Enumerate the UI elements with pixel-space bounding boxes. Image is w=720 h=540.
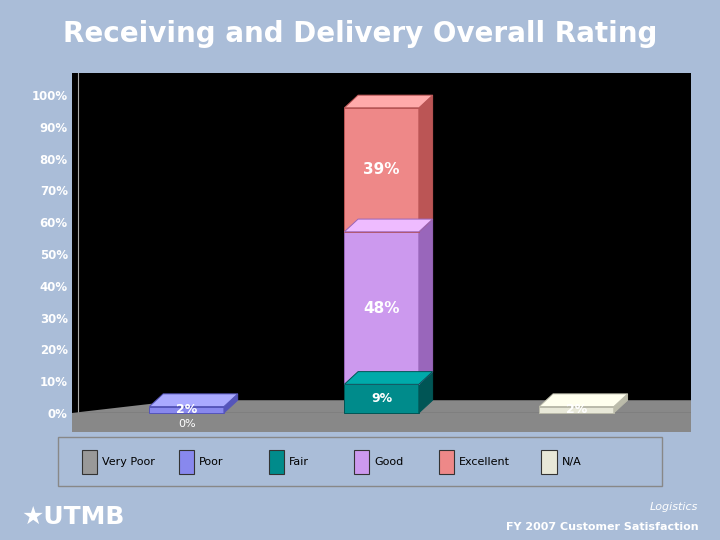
Bar	[72, 413, 691, 432]
Text: 48%: 48%	[364, 301, 400, 315]
Text: Very Poor: Very Poor	[102, 457, 155, 467]
Text: 2%: 2%	[566, 403, 587, 416]
Text: 2%: 2%	[176, 403, 197, 416]
Bar	[150, 407, 224, 413]
Text: Receiving and Delivery Overall Rating: Receiving and Delivery Overall Rating	[63, 20, 657, 48]
Polygon shape	[344, 372, 433, 384]
Bar	[344, 108, 419, 232]
Text: ★UTMB: ★UTMB	[22, 505, 125, 529]
Polygon shape	[224, 394, 238, 413]
Bar	[344, 232, 419, 384]
Bar	[269, 449, 284, 474]
Text: Poor: Poor	[199, 457, 223, 467]
Polygon shape	[419, 219, 433, 384]
Polygon shape	[150, 394, 238, 407]
Text: 39%: 39%	[364, 163, 400, 177]
Bar	[539, 407, 613, 413]
Text: Excellent: Excellent	[459, 457, 510, 467]
Text: Logistics: Logistics	[650, 502, 698, 512]
Polygon shape	[344, 219, 433, 232]
Polygon shape	[344, 95, 433, 108]
Bar	[179, 449, 194, 474]
Bar	[354, 449, 369, 474]
Text: 9%: 9%	[371, 392, 392, 405]
Polygon shape	[419, 372, 433, 413]
Polygon shape	[539, 394, 628, 407]
Text: Good: Good	[374, 457, 403, 467]
Bar	[541, 449, 557, 474]
Polygon shape	[419, 95, 433, 232]
Bar	[344, 384, 419, 413]
Text: 0%: 0%	[178, 419, 195, 429]
Polygon shape	[613, 394, 628, 413]
Text: Fair: Fair	[289, 457, 309, 467]
Text: N/A: N/A	[562, 457, 581, 467]
Polygon shape	[72, 400, 720, 413]
Bar	[438, 449, 454, 474]
Bar	[82, 449, 97, 474]
Text: FY 2007 Customer Satisfaction: FY 2007 Customer Satisfaction	[505, 522, 698, 532]
